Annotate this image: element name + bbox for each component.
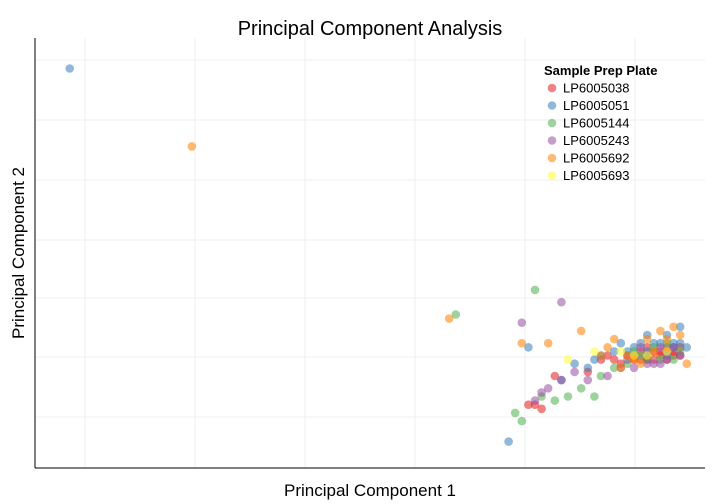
data-point-lp6005051 [675, 322, 685, 332]
data-point-lp6005051 [570, 359, 579, 369]
data-point-lp6005243 [530, 396, 540, 405]
data-point-lp6005693 [563, 355, 573, 364]
y-axis-label: Principal Component 2 [9, 167, 28, 339]
data-point-lp6005243 [642, 359, 652, 369]
legend-marker [547, 118, 557, 128]
data-point-lp6005692 [682, 359, 692, 369]
data-point-lp6005692 [662, 334, 672, 344]
data-point-lp6005051 [616, 338, 626, 348]
data-point-lp6005692 [517, 338, 527, 348]
grid-lines [35, 38, 705, 468]
data-point-lp6005144 [609, 363, 619, 373]
legend-marker [547, 101, 557, 110]
data-point-lp6005051 [682, 343, 692, 352]
data-point-lp6005692 [636, 359, 645, 369]
data-point-lp6005038 [609, 355, 619, 364]
data-point-lp6005144 [669, 355, 678, 364]
data-point-lp6005692 [649, 347, 659, 356]
data-point-lp6005243 [649, 359, 659, 369]
data-point-lp6005692 [609, 334, 619, 344]
legend-label: LP6005051 [563, 98, 630, 113]
data-point-lp6005038 [550, 371, 560, 381]
data-point-lp6005692 [603, 343, 612, 352]
data-point-lp6005243 [537, 388, 546, 397]
data-point-lp6005692 [616, 363, 626, 373]
legend-label: LP6005693 [563, 168, 630, 183]
data-point-lp6005693 [629, 351, 639, 360]
data-point-lp6005144 [517, 416, 527, 426]
data-point-lp6005243 [656, 359, 665, 369]
legend-marker [547, 171, 557, 180]
data-point-lp6005144 [596, 371, 606, 381]
legend-title: Sample Prep Plate [544, 63, 657, 78]
data-point-lp6005692 [444, 314, 454, 323]
data-point-lp6005051 [583, 363, 593, 373]
data-point-lp6005051 [65, 64, 74, 73]
data-point-lp6005051 [675, 338, 685, 348]
scatter-points [65, 64, 692, 446]
data-point-lp6005692 [187, 142, 197, 151]
legend-label: LP6005692 [563, 151, 630, 166]
legend-marker [547, 153, 557, 163]
data-point-lp6005144 [550, 396, 560, 405]
data-point-lp6005144 [451, 310, 461, 319]
legend-marker [547, 83, 557, 93]
legend-label: LP6005243 [563, 133, 630, 148]
data-point-lp6005144 [563, 392, 573, 401]
data-point-lp6005692 [656, 326, 665, 336]
data-point-lp6005243 [517, 318, 527, 328]
data-point-lp6005144 [576, 384, 586, 393]
data-point-lp6005693 [590, 347, 599, 356]
data-point-lp6005144 [530, 285, 540, 295]
data-point-lp6005692 [576, 326, 586, 336]
data-point-lp6005144 [510, 408, 520, 418]
data-point-lp6005693 [616, 347, 626, 356]
data-point-lp6005051 [590, 355, 599, 364]
data-point-lp6005243 [583, 375, 593, 385]
data-point-lp6005693 [642, 351, 652, 360]
legend-label: LP6005038 [563, 81, 630, 96]
data-point-lp6005038 [537, 404, 546, 414]
data-point-lp6005038 [524, 400, 533, 410]
data-point-lp6005243 [557, 375, 566, 385]
data-point-lp6005243 [669, 343, 678, 352]
data-point-lp6005243 [662, 355, 672, 364]
data-point-lp6005243 [629, 363, 639, 373]
data-point-lp6005243 [675, 351, 685, 360]
legend: Sample Prep Plate LP6005038 LP6005051 LP60… [544, 63, 657, 183]
legend-marker [547, 136, 557, 145]
data-point-lp6005243 [636, 343, 645, 352]
data-point-lp6005144 [590, 392, 599, 401]
data-point-lp6005243 [557, 297, 566, 307]
data-point-lp6005692 [675, 330, 685, 340]
data-point-lp6005243 [570, 367, 579, 377]
data-point-lp6005692 [596, 351, 606, 360]
legend-label: LP6005144 [563, 116, 630, 131]
data-point-lp6005693 [662, 347, 672, 356]
data-point-lp6005051 [609, 347, 619, 356]
data-point-lp6005692 [642, 334, 652, 344]
chart-title: Principal Component Analysis [238, 18, 503, 40]
data-point-lp6005051 [524, 343, 533, 352]
data-point-lp6005692 [669, 322, 678, 332]
data-point-lp6005038 [603, 351, 612, 360]
data-point-lp6005243 [603, 371, 612, 381]
data-point-lp6005692 [623, 351, 632, 360]
data-point-lp6005051 [504, 437, 513, 446]
data-point-lp6005144 [636, 351, 645, 360]
data-point-lp6005243 [543, 384, 553, 393]
data-point-lp6005692 [543, 338, 553, 348]
data-point-lp6005243 [656, 343, 665, 352]
x-axis-label: Principal Component 1 [284, 481, 456, 500]
